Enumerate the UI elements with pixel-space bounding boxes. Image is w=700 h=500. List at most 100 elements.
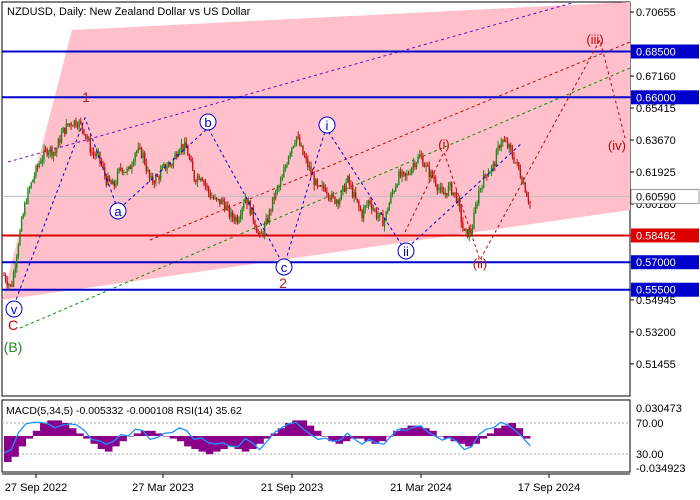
macd-bar xyxy=(32,430,41,436)
candle-body xyxy=(118,168,120,172)
candle-body xyxy=(252,207,255,221)
macd-bar xyxy=(227,436,235,447)
macd-axis-label: 30.00 xyxy=(636,449,664,461)
candle-body xyxy=(73,120,76,127)
candle-body xyxy=(486,175,488,177)
candle-body xyxy=(260,232,263,234)
wave-label-C: C xyxy=(8,317,18,333)
candle-body xyxy=(382,214,384,227)
candle-body xyxy=(17,245,20,257)
candle-body xyxy=(516,162,518,164)
candle-body xyxy=(450,182,453,195)
macd-bar xyxy=(133,433,142,436)
candle-body xyxy=(67,123,69,126)
candle-body xyxy=(527,196,530,202)
candle-body xyxy=(174,153,176,159)
candle-body xyxy=(171,164,173,166)
candle-body xyxy=(434,179,437,186)
candle-body xyxy=(406,173,408,176)
candle-body xyxy=(462,222,464,229)
macd-bar xyxy=(292,420,300,436)
candle-body xyxy=(88,138,90,140)
candle-body xyxy=(51,147,53,157)
candle-body xyxy=(65,123,68,134)
candle-body xyxy=(487,173,490,177)
candle-body xyxy=(326,191,328,194)
candle-body xyxy=(167,163,170,168)
candle-body xyxy=(297,136,299,138)
candle-body xyxy=(217,198,219,200)
candle-body xyxy=(335,200,338,204)
candle-body xyxy=(32,179,34,183)
macd-bar xyxy=(126,436,135,437)
macd-bar xyxy=(522,436,531,439)
candle-body xyxy=(385,211,387,221)
candle-body xyxy=(40,162,42,164)
candle-body xyxy=(494,163,496,167)
candle-body xyxy=(64,127,66,134)
channel-zone xyxy=(2,2,630,300)
candle-body xyxy=(503,140,506,142)
candle-body xyxy=(529,201,531,204)
candle-body xyxy=(363,208,365,219)
macd-bar xyxy=(119,436,127,442)
candle-body xyxy=(407,173,410,175)
candle-body xyxy=(436,185,438,191)
candle-body xyxy=(227,205,229,207)
candle-body xyxy=(132,161,135,166)
candle-body xyxy=(307,158,309,168)
candle-body xyxy=(414,162,416,167)
candle-body xyxy=(313,174,315,186)
candle-body xyxy=(321,184,323,187)
candle-body xyxy=(113,181,116,187)
macd-bar xyxy=(457,436,466,444)
candle-body xyxy=(342,185,344,191)
candle-body xyxy=(220,199,223,205)
candle-body xyxy=(476,203,478,206)
wave-circle-a xyxy=(109,202,127,220)
candle-body xyxy=(490,166,493,172)
candle-body xyxy=(255,227,258,233)
candle-body xyxy=(76,125,79,128)
candle-body xyxy=(398,171,400,185)
candle-body xyxy=(163,163,165,167)
candle-body xyxy=(249,201,251,215)
candle-body xyxy=(447,185,450,196)
candle-body xyxy=(522,182,525,184)
candle-body xyxy=(390,194,392,204)
candle-body xyxy=(110,181,112,185)
macd-bar xyxy=(285,423,293,436)
macd-bar xyxy=(18,436,27,447)
candle-body xyxy=(254,220,256,228)
candle-body xyxy=(481,188,483,190)
time-tick-label: 27 Sep 2022 xyxy=(5,482,67,494)
candle-body xyxy=(78,121,80,128)
candle-body xyxy=(310,166,312,174)
macd-bar xyxy=(241,436,250,452)
candle-body xyxy=(172,158,175,166)
candle-body xyxy=(35,166,37,176)
candle-body xyxy=(203,181,205,183)
candle-body xyxy=(281,177,283,181)
candle-body xyxy=(129,166,132,170)
price-tick-label: 0.61925 xyxy=(636,167,676,179)
candle-body xyxy=(9,284,12,286)
candle-body xyxy=(183,142,186,151)
candle-body xyxy=(123,171,125,173)
candle-body xyxy=(20,218,23,231)
wave-label-v: v xyxy=(11,302,18,317)
candle-body xyxy=(289,153,291,157)
level-tag-bg xyxy=(631,282,699,297)
candle-body xyxy=(492,163,494,167)
candle-body xyxy=(241,207,243,216)
candle-body xyxy=(484,174,486,176)
candle-body xyxy=(466,229,469,238)
candle-body xyxy=(104,167,106,176)
macd-bar xyxy=(414,425,423,436)
time-tick-label: 21 Sep 2023 xyxy=(261,482,323,494)
macd-axis: 0.030473 70.00 30.00 -0.034923 xyxy=(636,403,686,475)
candle-body xyxy=(391,192,394,195)
macd-bar xyxy=(393,430,401,436)
candle-body xyxy=(302,145,304,155)
